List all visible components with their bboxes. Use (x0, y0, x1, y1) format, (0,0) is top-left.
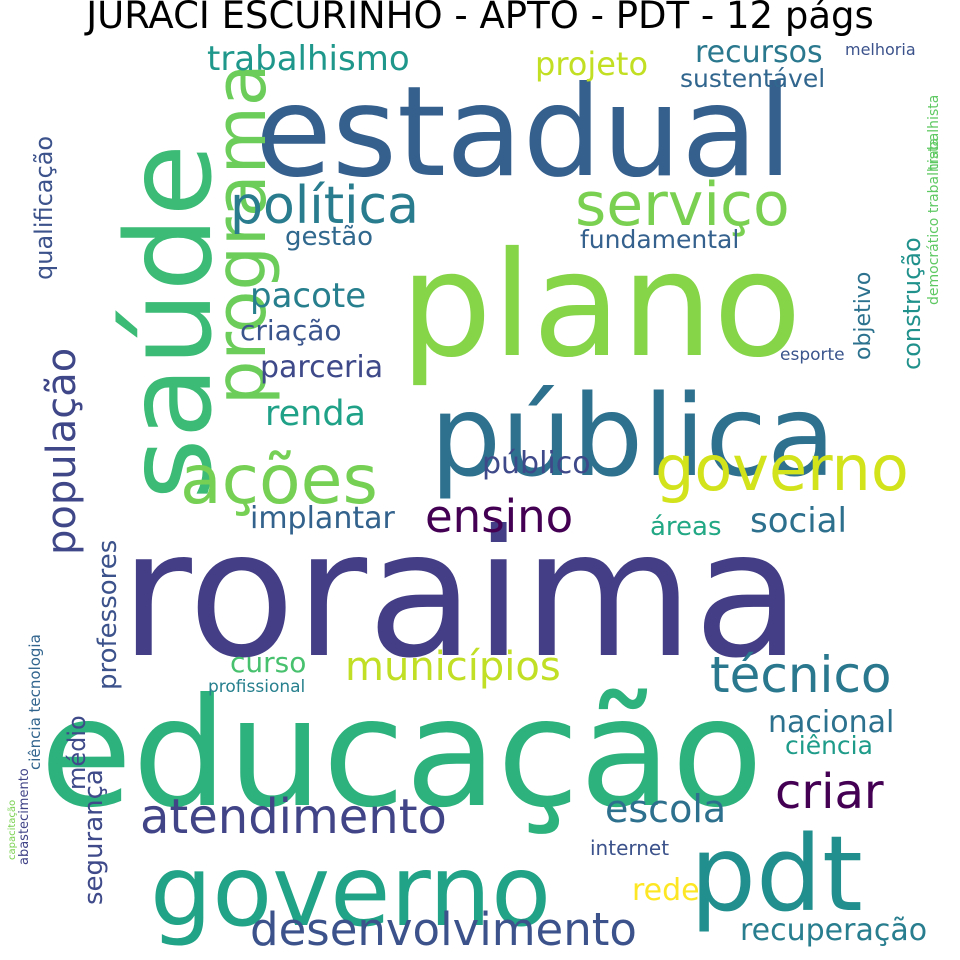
word-pacote: pacote (250, 276, 366, 316)
word-desenvolvimento: desenvolvimento (250, 903, 637, 956)
word-recuperação: recuperação (740, 913, 927, 948)
word-internet: internet (590, 836, 669, 860)
word-nacional: nacional (768, 705, 894, 740)
word-ciência: ciência (785, 731, 873, 760)
word-construção: construção (898, 237, 926, 370)
word-técnico: técnico (710, 646, 892, 704)
word-objetivo: objetivo (851, 272, 876, 360)
word-pdt: pdt (690, 813, 863, 935)
word-serviço: serviço (575, 170, 790, 240)
word-esporte: esporte (780, 345, 845, 365)
word-programa: programa (200, 63, 282, 405)
word-criar: criar (775, 764, 884, 820)
word-pública: pública (430, 372, 836, 502)
word-ações: ações (180, 441, 378, 520)
word-municípios: municípios (345, 644, 561, 690)
word-parceria: parceria (260, 350, 383, 385)
word-criação: criação (240, 314, 342, 347)
word-fundamental: fundamental (580, 225, 739, 254)
word-melhoria: melhoria (845, 40, 916, 59)
word-saúde: saúde (100, 144, 238, 500)
word-governo: governo (655, 432, 909, 505)
word-projeto: projeto (535, 45, 648, 83)
word-escola: escola (605, 787, 726, 831)
word-social: social (750, 501, 847, 541)
word-rede: rede (632, 873, 700, 908)
word-professores: professores (93, 540, 123, 690)
word-capacitação: capacitação (7, 800, 18, 860)
word-trabalhismo: trabalhismo (207, 39, 410, 79)
word-política: política (230, 176, 419, 236)
word-médio: médio (63, 715, 91, 790)
word-plano: plano (400, 221, 802, 390)
word-população: população (39, 348, 85, 555)
word-qualificação: qualificação (30, 136, 58, 280)
word-renda: renda (265, 394, 366, 434)
word-educação: educação (40, 667, 763, 841)
word-curso: curso (230, 646, 306, 679)
word-estadual: estadual (255, 60, 793, 205)
word-trabalhista: trabalhista (926, 95, 942, 170)
word-atendimento: atendimento (140, 789, 447, 845)
word-ensino: ensino (425, 490, 573, 543)
word-sustentável: sustentável (680, 64, 825, 93)
word-gestão: gestão (285, 222, 373, 252)
word-ciência-tecnologia: ciência tecnologia (26, 634, 44, 770)
word-abastecimento: abastecimento (17, 768, 32, 865)
page-title: JURACI ESCURINHO - APTO - PDT - 12 págs (86, 0, 874, 37)
word-áreas: áreas (650, 512, 722, 542)
word-profissional: profissional (208, 677, 305, 697)
word-público: público (482, 446, 591, 481)
word-roraima: roraima (120, 494, 801, 697)
word-democrático-trabalhista: democrático trabalhista (926, 138, 942, 305)
word-recursos: recursos (695, 35, 823, 70)
word-governo: governo (150, 835, 551, 949)
word-segurança: segurança (79, 769, 109, 905)
word-implantar: implantar (250, 501, 395, 536)
